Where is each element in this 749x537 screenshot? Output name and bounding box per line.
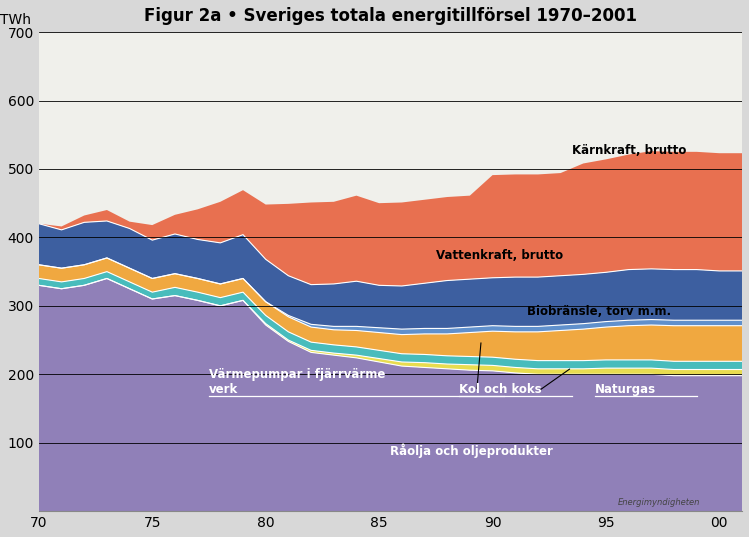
Text: Råolja och oljeprodukter: Råolja och oljeprodukter: [390, 444, 554, 458]
Text: Kol och koks: Kol och koks: [458, 383, 541, 396]
Text: TWh: TWh: [0, 13, 31, 27]
Text: Biobränsle, torv m.m.: Biobränsle, torv m.m.: [527, 305, 670, 318]
Title: Figur 2a • Sveriges totala energitillförsel 1970–2001: Figur 2a • Sveriges totala energitillför…: [144, 7, 637, 25]
Text: Värmepumpar i fjärrvärme
verk: Värmepumpar i fjärrvärme verk: [209, 368, 386, 396]
Text: Kärnkraft, brutto: Kärnkraft, brutto: [572, 144, 686, 157]
Text: Naturgas: Naturgas: [595, 383, 655, 396]
Text: Vattenkraft, brutto: Vattenkraft, brutto: [436, 249, 563, 262]
Text: Energimyndigheten: Energimyndigheten: [618, 498, 700, 507]
